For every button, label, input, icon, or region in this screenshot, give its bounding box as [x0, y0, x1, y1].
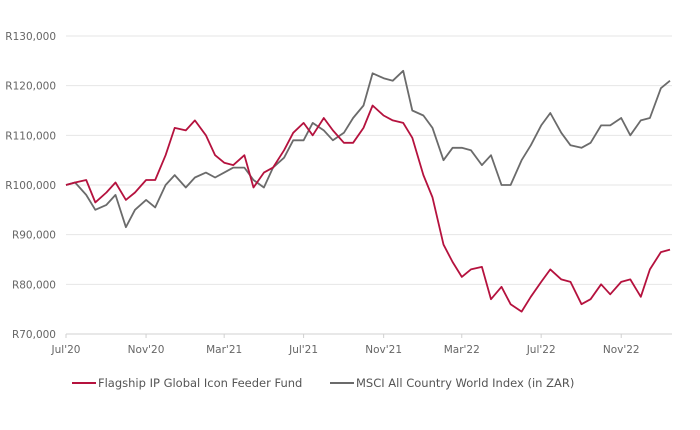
y-tick-label: R130,000 — [5, 31, 56, 43]
y-tick-label: R70,000 — [12, 329, 56, 341]
y-axis: R70,000 R80,000 R90,000 R100,000 R110,000 R12… — [5, 31, 56, 341]
x-tick-label: Nov'22 — [603, 344, 640, 356]
y-tick-label: R90,000 — [12, 230, 56, 242]
x-axis: Jul'20 Nov'20 Mar'21 Jul'21 Nov'21 Mar'22 Jul'… — [51, 334, 640, 356]
x-tick-label: Nov'21 — [365, 344, 402, 356]
x-tick-label: Nov'20 — [128, 344, 165, 356]
y-tick-label: R100,000 — [5, 180, 56, 192]
y-tick-label: R120,000 — [5, 81, 56, 93]
series-line-fund — [65, 104, 671, 313]
legend-swatch-index — [330, 382, 354, 384]
x-tick-label: Mar'22 — [444, 344, 480, 356]
series-line-index — [65, 69, 671, 229]
y-tick-label: R110,000 — [5, 130, 56, 142]
x-tick-label: Jul'22 — [526, 344, 556, 356]
series-lines — [65, 69, 671, 313]
x-tick-label: Jul'21 — [288, 344, 318, 356]
y-tick-label: R80,000 — [12, 279, 56, 291]
legend-item-index: MSCI All Country World Index (in ZAR) — [330, 376, 574, 390]
legend-swatch-fund — [72, 382, 96, 384]
legend-item-fund: Flagship IP Global Icon Feeder Fund — [72, 376, 302, 390]
legend-label-fund: Flagship IP Global Icon Feeder Fund — [98, 376, 303, 390]
gridlines — [66, 35, 672, 335]
x-tick-label: Mar'21 — [206, 344, 242, 356]
x-tick-label: Jul'20 — [51, 344, 81, 356]
legend-label-index: MSCI All Country World Index (in ZAR) — [356, 376, 575, 390]
